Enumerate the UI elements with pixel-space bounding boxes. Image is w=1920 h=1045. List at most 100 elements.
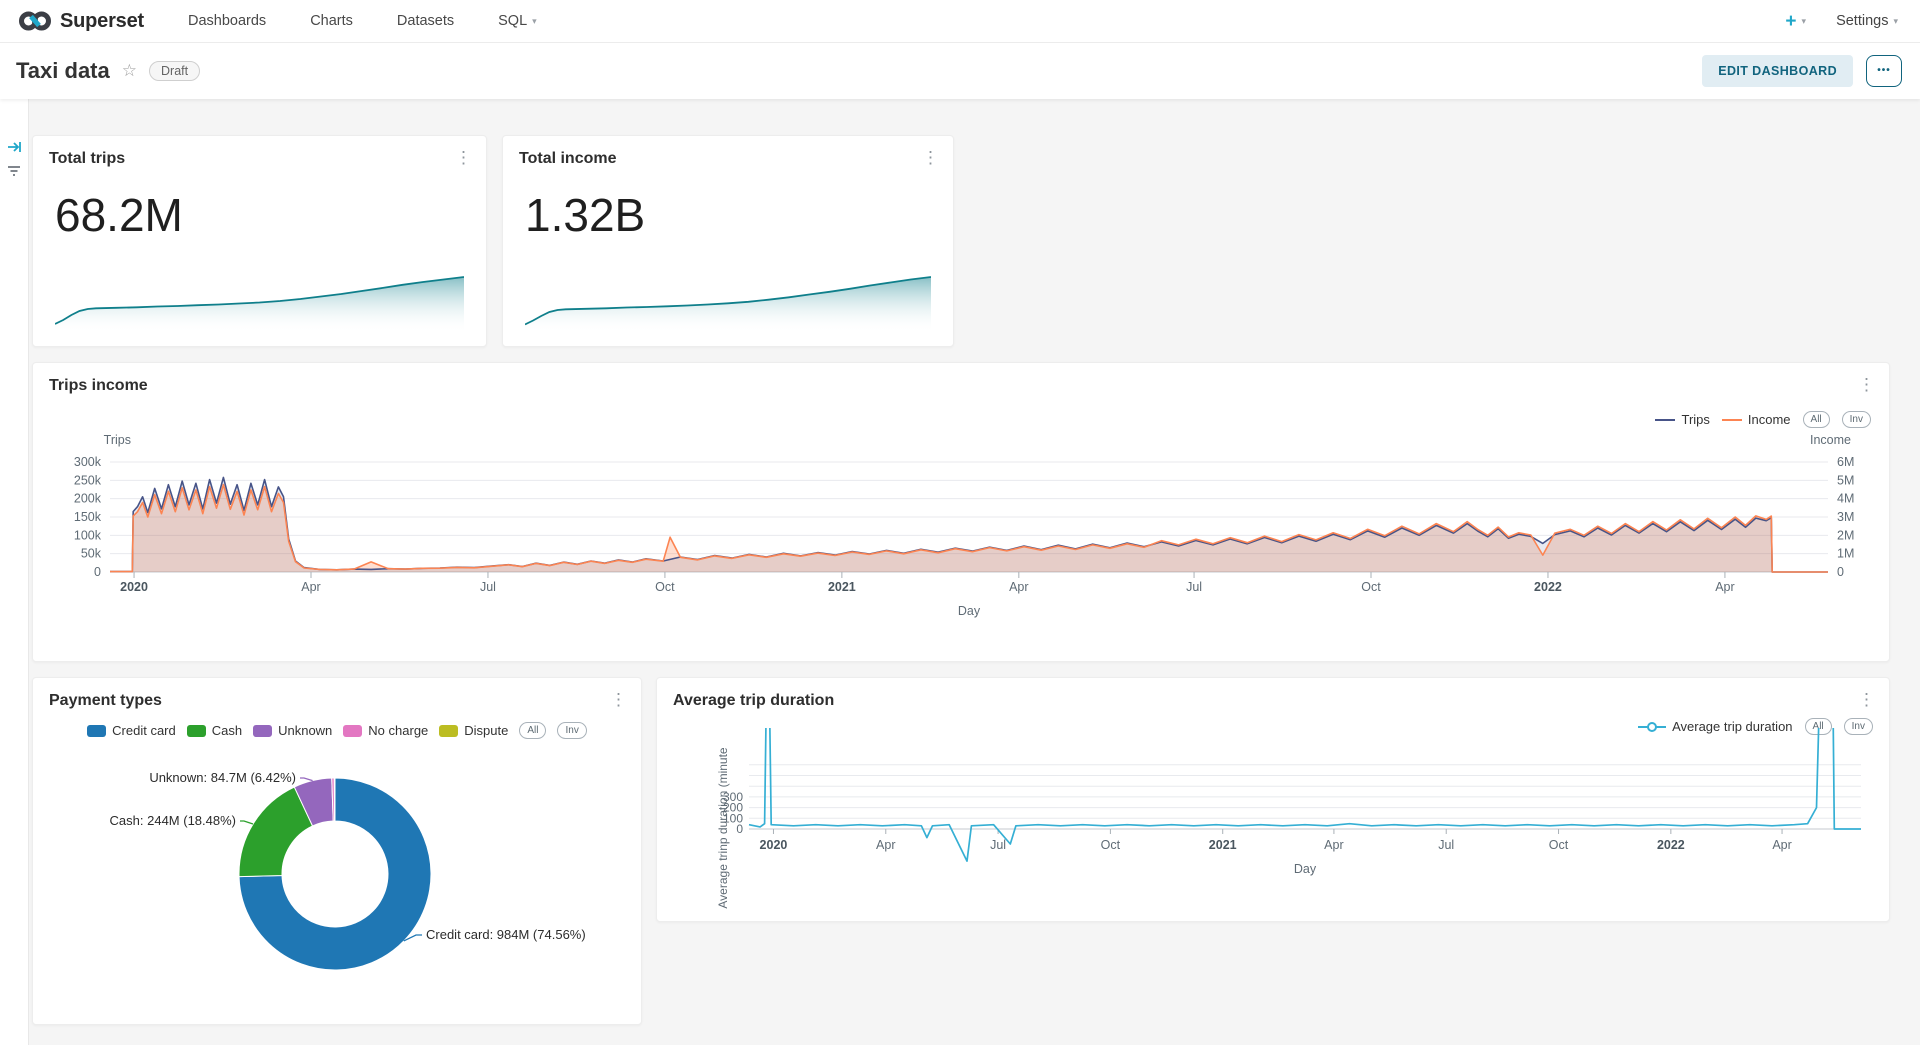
- svg-text:2021: 2021: [1209, 838, 1237, 852]
- chart-card-total-income: Total income ⋮ 1.32B: [502, 135, 954, 347]
- legend-item-credit-card[interactable]: Credit card: [87, 723, 176, 738]
- dashboard-canvas: Total trips ⋮ 68.2M Total income ⋮ 1.32B…: [0, 99, 1920, 1045]
- caret-down-icon: ▾: [1893, 15, 1898, 26]
- filter-icon[interactable]: [7, 165, 21, 177]
- legend-label: Income: [1747, 412, 1791, 427]
- kebab-menu-icon[interactable]: ⋮: [916, 146, 945, 170]
- svg-text:3M: 3M: [1837, 510, 1854, 524]
- svg-text:2022: 2022: [1657, 838, 1685, 852]
- legend-label: Cash: [211, 723, 243, 738]
- legend-label: Dispute: [464, 723, 509, 738]
- draft-badge: Draft: [149, 60, 201, 81]
- brand-name: Superset: [60, 9, 144, 32]
- main-nav: Dashboards Charts Datasets SQL ▾: [188, 13, 537, 29]
- chart-title: Total trips: [49, 150, 126, 167]
- trips-income-chart[interactable]: 300k 6M 250k 5M 200k 4M 150k 3M 100k 2M 50k 1M 0 0 Tri…: [33, 423, 1889, 661]
- svg-text:Jul: Jul: [480, 580, 496, 594]
- svg-text:Jul: Jul: [1438, 838, 1454, 852]
- svg-text:Day: Day: [1294, 862, 1317, 876]
- legend-inv-button[interactable]: Inv: [1843, 718, 1873, 735]
- legend-inv-button[interactable]: Inv: [1841, 411, 1871, 428]
- dashboard-header: Taxi data ☆ Draft EDIT DASHBOARD •••: [0, 42, 1920, 99]
- legend-item-unknown[interactable]: Unknown: [253, 723, 332, 738]
- legend-inv-button[interactable]: Inv: [557, 722, 587, 739]
- more-options-button[interactable]: •••: [1866, 54, 1902, 87]
- nav-dashboards[interactable]: Dashboards: [188, 13, 266, 29]
- trend-sparkline: [525, 276, 931, 333]
- top-nav: Superset Dashboards Charts Datasets SQL ▾…: [0, 0, 1920, 43]
- svg-text:Apr: Apr: [876, 838, 895, 852]
- superset-logo[interactable]: Superset: [18, 8, 144, 34]
- chart-title: Payment types: [49, 692, 162, 709]
- svg-text:2020: 2020: [760, 838, 788, 852]
- big-number-value: 1.32B: [525, 189, 646, 241]
- svg-text:Day: Day: [958, 604, 981, 618]
- chart-card-avg-trip-duration: Average trip duration ⋮ Average trip dur…: [656, 677, 1890, 922]
- trips-line-swatch: [1655, 418, 1676, 421]
- svg-text:Unknown: 84.7M (6.42%): Unknown: 84.7M (6.42%): [149, 770, 296, 785]
- legend-swatch: [186, 724, 206, 737]
- svg-text:5M: 5M: [1837, 473, 1854, 487]
- chart-card-total-trips: Total trips ⋮ 68.2M: [32, 135, 487, 347]
- income-line-swatch: [1721, 418, 1742, 421]
- kebab-menu-icon[interactable]: ⋮: [1852, 688, 1881, 712]
- legend-all-button[interactable]: All: [1802, 411, 1830, 428]
- kebab-menu-icon[interactable]: ⋮: [449, 146, 478, 170]
- svg-text:1M: 1M: [1837, 547, 1854, 561]
- chart-legend: Average trip duration All Inv: [1638, 718, 1873, 735]
- nav-sql[interactable]: SQL ▾: [498, 13, 537, 29]
- svg-text:Apr: Apr: [301, 580, 320, 594]
- nav-charts[interactable]: Charts: [310, 13, 353, 29]
- legend-item-no-charge[interactable]: No charge: [343, 723, 428, 738]
- settings-label: Settings: [1836, 13, 1889, 29]
- plus-icon: +: [1785, 10, 1797, 32]
- chart-card-payment-types: Payment types ⋮ Credit card Cash Unknown No…: [32, 677, 642, 1025]
- legend-swatch: [87, 724, 107, 737]
- expand-filters-icon[interactable]: [6, 139, 22, 155]
- svg-text:Cash: 244M (18.48%): Cash: 244M (18.48%): [110, 813, 236, 828]
- svg-text:Apr: Apr: [1009, 580, 1028, 594]
- legend-item-trips[interactable]: Trips: [1655, 412, 1710, 427]
- big-number-value: 68.2M: [55, 189, 183, 241]
- svg-text:6M: 6M: [1837, 455, 1854, 469]
- new-item-button[interactable]: + ▾: [1785, 12, 1806, 31]
- legend-item-cash[interactable]: Cash: [186, 723, 243, 738]
- legend-all-button[interactable]: All: [519, 722, 547, 739]
- legend-item-avg-duration[interactable]: Average trip duration: [1638, 719, 1793, 734]
- svg-text:0: 0: [94, 565, 101, 579]
- settings-menu[interactable]: Settings ▾: [1836, 13, 1898, 29]
- legend-item-income[interactable]: Income: [1721, 412, 1791, 427]
- svg-text:Jul: Jul: [990, 838, 1006, 852]
- svg-text:Apr: Apr: [1324, 838, 1343, 852]
- chart-legend: Trips Income All Inv: [1655, 411, 1871, 428]
- edit-dashboard-button[interactable]: EDIT DASHBOARD: [1702, 54, 1853, 87]
- svg-text:Oct: Oct: [1361, 580, 1381, 594]
- trend-sparkline: [55, 276, 464, 333]
- nav-datasets-label: Datasets: [396, 13, 455, 29]
- kebab-menu-icon[interactable]: ⋮: [1852, 373, 1881, 397]
- svg-text:Oct: Oct: [1549, 838, 1569, 852]
- chart-title: Trips income: [49, 377, 148, 394]
- favorite-star-icon[interactable]: ☆: [121, 60, 137, 80]
- payment-types-donut-chart[interactable]: Credit card: 984M (74.56%) Cash: 244M (18…: [33, 734, 641, 1024]
- kebab-menu-icon[interactable]: ⋮: [604, 688, 633, 712]
- svg-text:Oct: Oct: [655, 580, 675, 594]
- chart-title: Average trip duration: [673, 692, 835, 709]
- svg-text:Apr: Apr: [1772, 838, 1791, 852]
- legend-label: Unknown: [278, 723, 333, 738]
- legend-label: Trips: [1681, 412, 1710, 427]
- nav-datasets[interactable]: Datasets: [397, 13, 454, 29]
- legend-swatch: [439, 724, 459, 737]
- svg-text:2M: 2M: [1837, 528, 1854, 542]
- svg-text:50k: 50k: [81, 547, 102, 561]
- chart-title: Total income: [519, 150, 617, 167]
- line-circle-marker-icon: [1638, 721, 1667, 732]
- svg-text:100k: 100k: [74, 528, 102, 542]
- svg-text:0: 0: [736, 822, 743, 836]
- svg-text:2020: 2020: [120, 580, 148, 594]
- legend-item-dispute[interactable]: Dispute: [439, 723, 508, 738]
- legend-all-button[interactable]: All: [1804, 718, 1832, 735]
- legend-swatch: [343, 724, 363, 737]
- legend-label: Credit card: [112, 723, 176, 738]
